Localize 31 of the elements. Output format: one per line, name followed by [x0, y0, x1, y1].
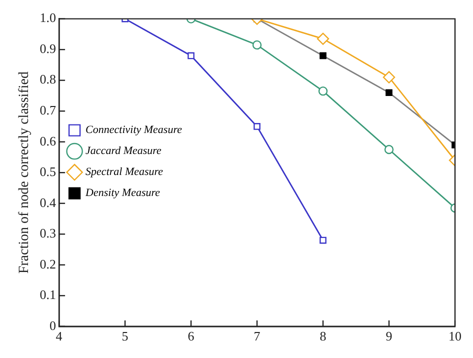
point	[316, 32, 330, 45]
legend-label: Spectral Measure	[86, 166, 164, 178]
legend-label: Jaccard Measure	[86, 145, 162, 158]
x-tick-label: 7	[254, 328, 261, 344]
x-tick-label: 5	[122, 328, 128, 344]
point	[382, 71, 396, 84]
y-tick-label: 0.5	[40, 164, 56, 180]
y-tick-label: 0.7	[40, 102, 57, 118]
y-tick-label: 0.4	[40, 194, 57, 210]
y-tick-label: 0.6	[40, 133, 57, 148]
y-tick-label: 0.3	[40, 226, 56, 241]
point	[318, 86, 328, 96]
point	[188, 52, 194, 60]
point	[320, 236, 326, 244]
legend-label: Density Measure	[84, 187, 160, 200]
y-tick-label: 1.0	[40, 10, 56, 26]
y-tick-label: 0	[50, 318, 56, 333]
y-axis-title: Fraction of node correctly classified	[17, 72, 32, 274]
x-tick-label: 4	[56, 328, 63, 344]
y-tick-label: 0.2	[40, 256, 56, 272]
point	[252, 40, 262, 50]
x-tick-label: 6	[188, 328, 195, 344]
point	[254, 123, 260, 130]
y-tick-label: 0.9	[40, 40, 56, 56]
x-tick-label: 9	[386, 328, 392, 344]
point	[384, 144, 394, 154]
x-tick-label: 8	[320, 328, 326, 344]
legend-label: Connectivity Measure	[86, 124, 182, 136]
y-tick-label: 0.8	[40, 72, 56, 87]
x-tick-label: 10	[448, 328, 462, 344]
y-tick-label: 0.1	[40, 287, 56, 302]
